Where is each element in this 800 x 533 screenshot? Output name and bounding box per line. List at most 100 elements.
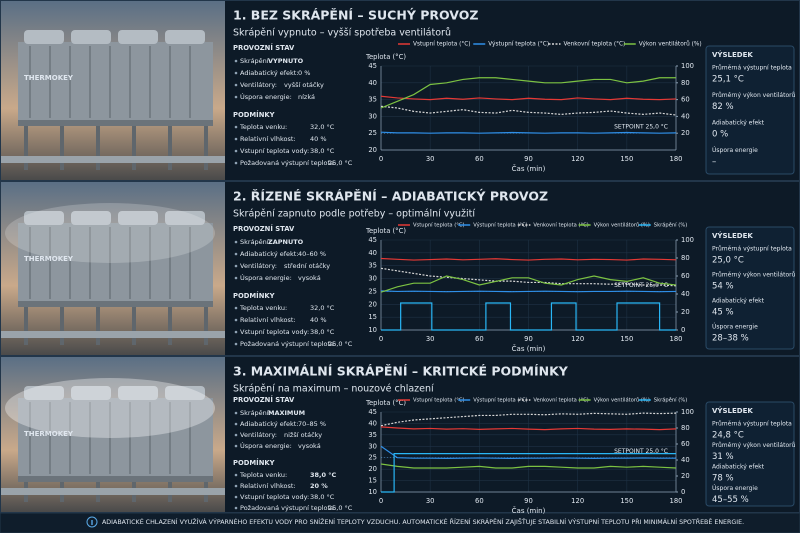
bullet bbox=[234, 137, 238, 141]
y2-tick-label: 60 bbox=[681, 272, 690, 280]
item-label: Úspora energie: bbox=[240, 273, 292, 282]
x-tick-label: 180 bbox=[670, 335, 683, 343]
bullet bbox=[234, 422, 238, 426]
legend-label: Výkon ventilátorů (%) bbox=[594, 222, 650, 229]
y-tick-label: 45 bbox=[368, 62, 377, 70]
panel-title: 3. MAXIMÁLNÍ SKRÁPĚNÍ – KRITICKÉ PODMÍNK… bbox=[233, 364, 569, 379]
cooler-fan-housing bbox=[118, 30, 158, 44]
x-axis-label: Čas (min) bbox=[512, 506, 546, 515]
cooler-fan-housing bbox=[165, 386, 205, 400]
legend-label: Výstupní teplota (°C) bbox=[473, 222, 527, 229]
y-axis-label: Teplota (°C) bbox=[365, 227, 406, 235]
item-label: Požadovaná výstupní teplota: bbox=[240, 340, 336, 348]
result-value: 24,8 °C bbox=[712, 431, 744, 441]
section-heading: PODMÍNKY bbox=[233, 291, 275, 300]
y2-tick-label: 0 bbox=[681, 326, 685, 334]
cooler-frame bbox=[18, 476, 213, 482]
bullet bbox=[234, 276, 238, 280]
y-tick-label: 25 bbox=[368, 454, 377, 462]
item-label: Teplota venku: bbox=[239, 304, 287, 312]
series-line bbox=[381, 453, 676, 493]
result-value: 28–38 % bbox=[712, 334, 749, 344]
item-label: Relativní vlhkost: bbox=[240, 482, 296, 490]
result-box bbox=[705, 226, 795, 350]
y-tick-label: 35 bbox=[368, 431, 377, 439]
item-value: 20 % bbox=[310, 482, 328, 490]
y-tick-label: 25 bbox=[368, 287, 377, 295]
y-axis-label: Teplota (°C) bbox=[365, 53, 406, 61]
bullet bbox=[234, 506, 238, 510]
item-label: Vstupní teplota vody: bbox=[240, 147, 309, 155]
cooler-leg bbox=[96, 126, 100, 170]
panel-title: 2. ŘÍZENÉ SKRÁPĚNÍ – ADIABATICKÝ PROVOZ bbox=[233, 189, 548, 204]
section-heading: PROVOZNÍ STAV bbox=[233, 43, 295, 52]
x-axis-label: Čas (min) bbox=[512, 344, 546, 353]
result-heading: VÝSLEDEK bbox=[712, 406, 753, 415]
bullet bbox=[234, 318, 238, 322]
item-value: 40–60 % bbox=[298, 250, 326, 258]
cooler-fan-housing bbox=[118, 211, 158, 225]
y-axis-label: Teplota (°C) bbox=[365, 399, 406, 407]
item-value: 38,0 °C bbox=[310, 471, 337, 479]
cooler-leg bbox=[132, 126, 136, 170]
info-icon bbox=[86, 516, 98, 528]
result-label: Průměrný výkon ventilátorů bbox=[712, 272, 796, 279]
y-tick-label: 40 bbox=[368, 79, 377, 87]
item-value: ZAPNUTO bbox=[268, 238, 304, 246]
cooler-leg bbox=[168, 126, 172, 170]
series-line bbox=[380, 267, 677, 287]
cooler-fan-housing bbox=[71, 30, 111, 44]
item-value: 25,0 °C bbox=[328, 340, 353, 348]
item-label: Relativní vlhkost: bbox=[240, 135, 296, 143]
y2-tick-label: 40 bbox=[681, 290, 690, 298]
cooler-fan-housing bbox=[71, 386, 111, 400]
y-tick-label: 20 bbox=[368, 465, 377, 473]
item-value: vysoká bbox=[298, 442, 321, 450]
series-line bbox=[380, 257, 677, 261]
setpoint-annotation: SETPOINT 25,0 °C bbox=[614, 282, 668, 289]
item-label: Teplota venku: bbox=[239, 471, 287, 479]
item-label: Úspora energie: bbox=[240, 92, 292, 101]
cooler-fan-housing bbox=[165, 211, 205, 225]
cooler-fan-housing bbox=[118, 386, 158, 400]
series-line bbox=[380, 95, 677, 101]
y-tick-label: 45 bbox=[368, 236, 377, 244]
legend-label: Vstupní teplota (°C) bbox=[413, 397, 465, 404]
item-label: Skrápění: bbox=[240, 238, 271, 246]
result-value: 54 % bbox=[712, 282, 734, 292]
y2-tick-label: 0 bbox=[681, 488, 685, 496]
bullet bbox=[234, 83, 238, 87]
item-label: Vstupní teplota vody: bbox=[240, 328, 309, 336]
item-label: Teplota venku: bbox=[239, 123, 287, 131]
legend-label: Výstupní teplota (°C) bbox=[473, 397, 527, 404]
bullet bbox=[234, 71, 238, 75]
x-tick-label: 180 bbox=[670, 497, 683, 505]
result-heading: VÝSLEDEK bbox=[712, 231, 753, 240]
cooler-fan-housing bbox=[24, 30, 64, 44]
bullet bbox=[234, 240, 238, 244]
bullet bbox=[234, 95, 238, 99]
result-label: Průměrný výkon ventilátorů bbox=[712, 92, 796, 99]
section-heading: PROVOZNÍ STAV bbox=[233, 224, 295, 233]
brand-label: THERMOKEY bbox=[24, 255, 74, 263]
series-line bbox=[380, 463, 677, 469]
legend-label: Výstupní teplota (°C) bbox=[488, 41, 549, 48]
item-value: nižší otáčky bbox=[284, 431, 322, 439]
x-tick-label: 30 bbox=[426, 497, 435, 505]
x-tick-label: 150 bbox=[620, 335, 633, 343]
x-tick-label: 180 bbox=[670, 155, 683, 163]
item-value: 70–85 % bbox=[298, 420, 326, 428]
item-value: 25,0 °C bbox=[328, 504, 353, 512]
legend-label: Venkovní teplota (°C) bbox=[564, 41, 626, 48]
x-tick-label: 120 bbox=[571, 497, 584, 505]
item-value: MAXIMUM bbox=[268, 409, 305, 417]
y2-tick-label: 80 bbox=[681, 79, 690, 87]
x-tick-label: 30 bbox=[426, 335, 435, 343]
pipe bbox=[1, 331, 225, 338]
bullet bbox=[234, 433, 238, 437]
legend-label: Výkon ventilátorů (%) bbox=[639, 41, 702, 48]
legend-label: Venkovní teplota (°C) bbox=[533, 222, 588, 229]
cooler-leg bbox=[96, 307, 100, 345]
item-value: VYPNUTO bbox=[268, 57, 304, 65]
cooler-fan-housing bbox=[24, 386, 64, 400]
